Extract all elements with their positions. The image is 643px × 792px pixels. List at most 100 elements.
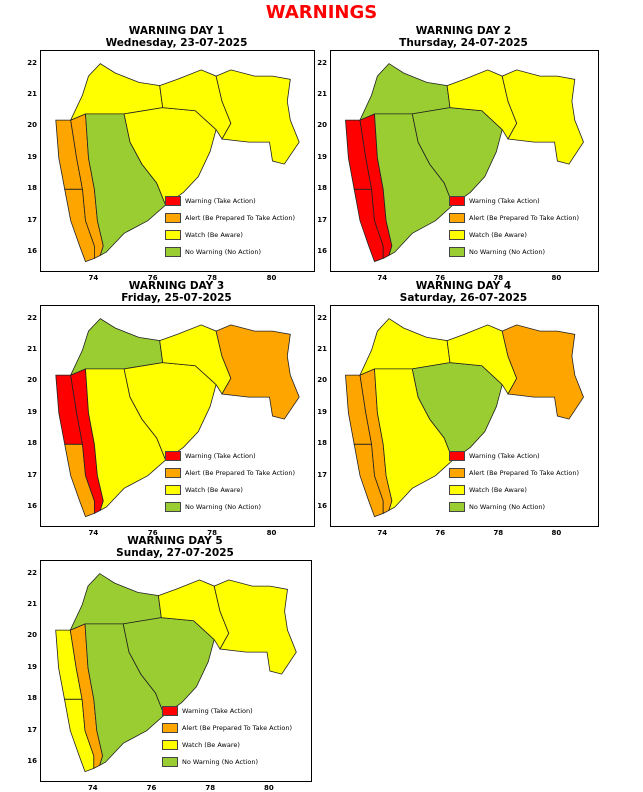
maharashtra-map — [55, 318, 300, 518]
legend-item-green: No Warning (No Action) — [449, 247, 545, 257]
maharashtra-map — [345, 318, 584, 518]
legend-swatch — [162, 740, 178, 750]
legend-item-yellow: Watch (Be Aware) — [165, 230, 243, 240]
y-tick-label: 21 — [27, 345, 37, 353]
legend-item-green: No Warning (No Action) — [165, 502, 261, 512]
x-tick-label: 76 — [146, 784, 157, 792]
x-tick-label: 74 — [377, 529, 388, 537]
y-tick-label: 22 — [27, 58, 37, 67]
y-tick-label: 16 — [317, 502, 327, 511]
legend-label: Warning (Take Action) — [469, 451, 540, 460]
y-tick-label: 20 — [27, 631, 37, 640]
legend-swatch — [165, 502, 181, 512]
legend-label: No Warning (No Action) — [185, 502, 262, 511]
legend-item-red: Warning (Take Action) — [165, 196, 256, 206]
y-tick-label: 18 — [317, 439, 327, 448]
x-tick-label: 78 — [207, 274, 217, 282]
zone-vidarbha-east — [215, 324, 300, 420]
legend-swatch — [449, 213, 465, 223]
maharashtra-map — [55, 573, 297, 773]
legend-label: Alert (Be Prepared To Take Action) — [182, 723, 293, 732]
x-tick-label: 74 — [377, 274, 388, 282]
legend-label: Warning (Take Action) — [469, 196, 540, 205]
legend-label: Watch (Be Aware) — [469, 485, 527, 494]
x-tick-label: 76 — [435, 529, 446, 537]
legend-swatch — [449, 230, 465, 240]
x-tick-label: 76 — [147, 274, 158, 282]
x-tick-label: 74 — [88, 274, 99, 282]
panel-heading: WARNING DAY 5 — [127, 535, 223, 547]
legend-item-orange: Alert (Be Prepared To Take Action) — [449, 468, 579, 478]
zone-vidarbha-east — [213, 579, 297, 675]
legend-item-yellow: Watch (Be Aware) — [449, 485, 527, 495]
x-tick-label: 80 — [266, 274, 277, 282]
panel-date: Thursday, 24-07-2025 — [399, 37, 528, 49]
legend-label: Alert (Be Prepared To Take Action) — [469, 213, 580, 222]
legend-swatch — [165, 230, 181, 240]
legend-label: Alert (Be Prepared To Take Action) — [185, 468, 296, 477]
legend-swatch — [162, 706, 178, 716]
legend-label: No Warning (No Action) — [185, 247, 262, 256]
legend-label: Watch (Be Aware) — [469, 230, 527, 239]
legend-swatch — [449, 468, 465, 478]
legend-label: Watch (Be Aware) — [182, 740, 240, 749]
y-tick-label: 22 — [27, 313, 37, 322]
legend-item-green: No Warning (No Action) — [162, 757, 258, 767]
x-tick-label: 80 — [551, 529, 562, 537]
legend-swatch — [449, 196, 465, 206]
x-tick-label: 78 — [205, 784, 216, 792]
x-tick-label: 80 — [266, 529, 277, 537]
panel-heading: WARNING DAY 3 — [128, 280, 225, 292]
legend-label: No Warning (No Action) — [469, 502, 546, 511]
legend-item-green: No Warning (No Action) — [165, 247, 261, 257]
y-tick-label: 18 — [27, 694, 37, 703]
x-tick-label: 76 — [435, 274, 446, 282]
y-tick-label: 21 — [317, 345, 327, 353]
legend-swatch — [165, 485, 181, 495]
legend-item-green: No Warning (No Action) — [449, 502, 545, 512]
legend-label: Watch (Be Aware) — [185, 485, 243, 494]
legend-swatch — [449, 247, 465, 257]
panel-date: Friday, 25-07-2025 — [121, 292, 232, 304]
y-tick-label: 19 — [27, 407, 37, 416]
legend-item-orange: Alert (Be Prepared To Take Action) — [165, 468, 295, 478]
y-tick-label: 17 — [317, 470, 327, 479]
y-tick-label: 21 — [27, 600, 37, 608]
y-tick-label: 20 — [27, 121, 37, 130]
y-tick-label: 17 — [27, 470, 37, 479]
legend-item-red: Warning (Take Action) — [449, 451, 540, 461]
legend-swatch — [449, 451, 465, 461]
legend-swatch — [165, 213, 181, 223]
map-area — [40, 50, 315, 272]
legend-swatch — [165, 451, 181, 461]
legend-swatch — [449, 485, 465, 495]
legend-label: Warning (Take Action) — [182, 706, 253, 715]
legend-label: No Warning (No Action) — [469, 247, 546, 256]
legend-label: Warning (Take Action) — [185, 196, 256, 205]
y-tick-label: 16 — [27, 502, 37, 511]
panel-date: Sunday, 27-07-2025 — [116, 547, 234, 559]
legend-swatch — [165, 247, 181, 257]
y-tick-label: 22 — [27, 568, 37, 577]
legend-item-orange: Alert (Be Prepared To Take Action) — [162, 723, 292, 733]
y-tick-label: 17 — [27, 215, 37, 224]
y-tick-label: 20 — [27, 376, 37, 385]
panel-heading: WARNING DAY 1 — [128, 25, 225, 37]
legend-swatch — [449, 502, 465, 512]
x-tick-label: 74 — [87, 784, 98, 792]
legend-item-yellow: Watch (Be Aware) — [449, 230, 527, 240]
y-tick-label: 18 — [27, 439, 37, 448]
legend-label: Alert (Be Prepared To Take Action) — [185, 213, 296, 222]
maharashtra-map — [55, 63, 300, 263]
x-tick-label: 80 — [551, 274, 562, 282]
y-tick-label: 20 — [317, 376, 327, 385]
legend-item-red: Warning (Take Action) — [449, 196, 540, 206]
y-tick-label: 22 — [317, 58, 327, 67]
panel-heading: WARNING DAY 4 — [415, 280, 512, 292]
legend-swatch — [165, 468, 181, 478]
legend-item-orange: Alert (Be Prepared To Take Action) — [165, 213, 295, 223]
y-tick-label: 16 — [27, 757, 37, 766]
zone-vidarbha-east — [215, 69, 300, 165]
legend-item-red: Warning (Take Action) — [162, 706, 253, 716]
